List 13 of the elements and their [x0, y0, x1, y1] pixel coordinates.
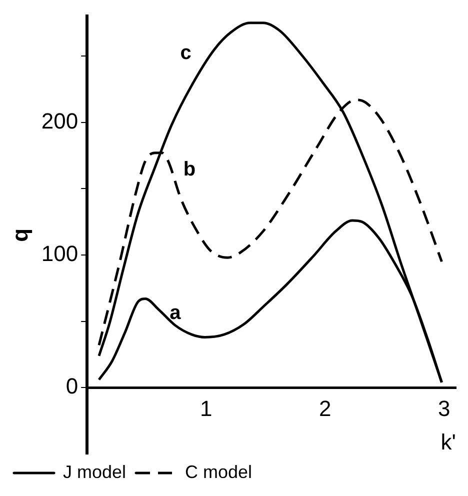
legend-label: J model	[63, 462, 126, 482]
annotation: c	[180, 42, 192, 64]
x-tick-label: 2	[318, 396, 332, 421]
x-tick-label: 1	[200, 396, 212, 421]
y-tick-label: 0	[66, 374, 78, 399]
legend-label: C model	[185, 462, 252, 482]
annotation: a	[170, 302, 182, 324]
y-axis-title: q	[7, 228, 32, 242]
y-tick-label: 100	[41, 241, 78, 266]
y-tick-label: 200	[41, 108, 78, 134]
x-tick-label: 3	[438, 396, 450, 421]
x-axis-title: k'	[440, 429, 456, 454]
annotation: b	[183, 158, 196, 181]
